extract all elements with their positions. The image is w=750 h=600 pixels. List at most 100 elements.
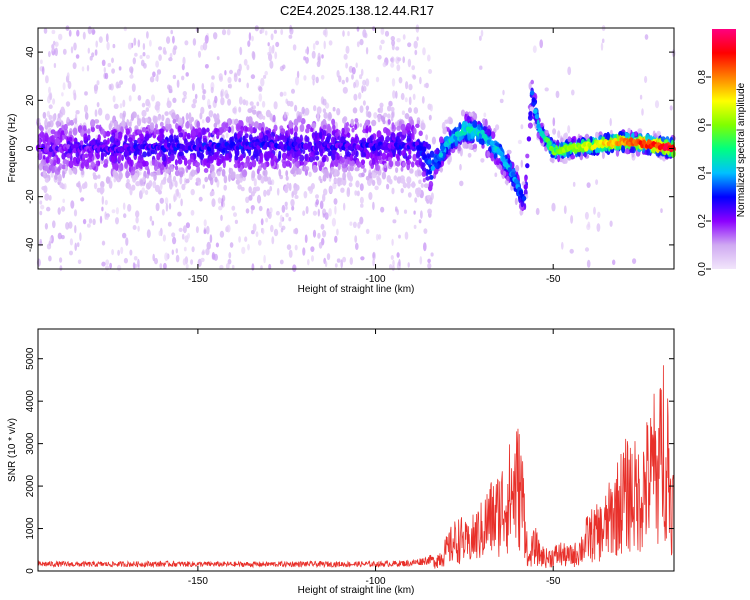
- spectrogram-cell: [68, 136, 73, 142]
- spectrogram-cell: [46, 206, 51, 212]
- spectrogram-cell: [359, 105, 364, 113]
- spectrogram-cell: [285, 170, 289, 177]
- spectrogram-cell: [401, 150, 406, 157]
- spectrogram-cell: [615, 148, 620, 157]
- spectrogram-cell: [392, 259, 395, 267]
- spectrogram-cell: [40, 204, 45, 210]
- snr-panel: -150 -100 -50 0 1000 2000 3000 4000 5000 Height…: [7, 328, 675, 596]
- spectrogram-cell: [105, 215, 109, 221]
- spectrogram-cell: [48, 86, 51, 95]
- spectrogram-cell: [73, 209, 78, 217]
- spectrogram-cell: [195, 177, 201, 183]
- spectrogram-cell: [342, 256, 347, 263]
- spectrogram-cell: [51, 43, 55, 52]
- spectrogram-cell: [372, 258, 375, 267]
- spectrogram-cell: [400, 178, 406, 184]
- spectrogram-cell: [129, 74, 134, 79]
- spectrogram-cell: [302, 148, 306, 155]
- spectrogram-cell: [363, 168, 367, 173]
- spectrogram-cell: [391, 43, 395, 51]
- spectrogram-cell: [396, 125, 401, 131]
- spectrogram-cell: [501, 156, 506, 162]
- spectrogram-cell: [270, 131, 276, 138]
- spectrogram-cell: [337, 162, 341, 171]
- spectrogram-cell: [303, 165, 307, 172]
- spectrogram-cell: [387, 119, 391, 125]
- spectrogram-cell: [68, 221, 73, 229]
- spectrogram-cell: [49, 236, 52, 243]
- spectrogram-cell: [289, 123, 294, 129]
- spectrogram-cell: [127, 137, 133, 143]
- spectrogram-cell: [439, 167, 444, 173]
- spectrogram-cell: [248, 32, 252, 41]
- spectrogram-cell: [111, 209, 116, 214]
- spectrogram-cell: [561, 241, 564, 250]
- spectrogram-cell: [312, 164, 318, 173]
- spectrogram-cell: [172, 175, 177, 182]
- spectrogram-cell: [68, 160, 74, 169]
- spectrogram-cell: [290, 199, 295, 207]
- spectrogram-cell: [62, 170, 66, 179]
- spectrogram-cell: [161, 209, 165, 216]
- spectrogram-cell: [379, 44, 382, 51]
- spectrogram-cell: [521, 181, 526, 186]
- spectrogram-cell: [62, 108, 66, 116]
- spectrogram-cell: [180, 198, 183, 207]
- spectrogram-cell: [355, 242, 359, 250]
- spectrogram-cell: [595, 179, 599, 186]
- spectrogram-cell: [456, 126, 461, 132]
- spectrogram-cell: [255, 231, 259, 238]
- spectrogram-cell: [119, 80, 123, 85]
- spectrogram-cell: [202, 42, 208, 51]
- spectrogram-cell: [322, 98, 327, 106]
- spectrogram-cell: [195, 226, 199, 234]
- spectrogram-cell: [88, 151, 93, 160]
- snr-x-tick-label: -50: [546, 576, 561, 587]
- spectrogram-cell: [57, 166, 61, 172]
- spectrogram-cell: [165, 203, 169, 212]
- spectrogram-cell: [495, 124, 500, 131]
- spectrogram-cell: [429, 104, 433, 112]
- spectrogram-cell: [353, 81, 356, 89]
- spectrogram-cell: [76, 242, 80, 248]
- spectrogram-cell: [386, 183, 390, 190]
- spectrogram-cell: [407, 154, 412, 160]
- spectrogram-cell: [178, 151, 183, 157]
- spectrogram-cell: [305, 206, 309, 214]
- spectrogram-cell: [417, 145, 423, 151]
- spectrogram-cell: [145, 98, 151, 107]
- spectrogram-cell: [632, 258, 637, 264]
- spectrogram-cell: [486, 150, 491, 157]
- spectrogram-cell: [124, 135, 128, 143]
- spectrogram-cell: [305, 128, 310, 134]
- spectrogram-cell: [609, 220, 613, 227]
- spectrogram-cell: [502, 170, 507, 177]
- spectrogram-cell: [255, 186, 261, 192]
- spectrogram-cell: [298, 168, 302, 175]
- spectrogram-cell: [50, 129, 56, 135]
- spectrogram-cell: [61, 206, 66, 212]
- spectrogram-cell: [221, 29, 227, 36]
- spectrogram-cell: [93, 174, 98, 180]
- spectrogram-cell: [521, 195, 527, 201]
- spectrogram-cell: [304, 135, 308, 142]
- spectrogram-cell: [457, 143, 461, 151]
- spectrogram-cell: [326, 253, 331, 261]
- spectrogram-cell: [340, 136, 346, 145]
- spectrogram-cell: [304, 154, 308, 162]
- snr-y-tick-label: 5000: [25, 347, 36, 370]
- spectrogram-cell: [411, 65, 416, 71]
- spectrogram-cell: [584, 247, 590, 252]
- spectrogram-cell: [467, 143, 473, 150]
- spectrogram-cell: [162, 234, 166, 242]
- spectrogram-cell: [555, 90, 560, 99]
- spectrogram-cell: [90, 139, 96, 147]
- spectrogram-cell: [250, 74, 256, 80]
- spectrogram-cell: [115, 81, 120, 89]
- spectrogram-cell: [422, 178, 426, 183]
- spectrogram-cell: [204, 176, 209, 183]
- spectrogram-cell: [146, 229, 151, 239]
- spectrogram-cell: [105, 33, 109, 43]
- spectrogram-cell: [391, 122, 395, 130]
- spectrogram-cell: [402, 34, 406, 40]
